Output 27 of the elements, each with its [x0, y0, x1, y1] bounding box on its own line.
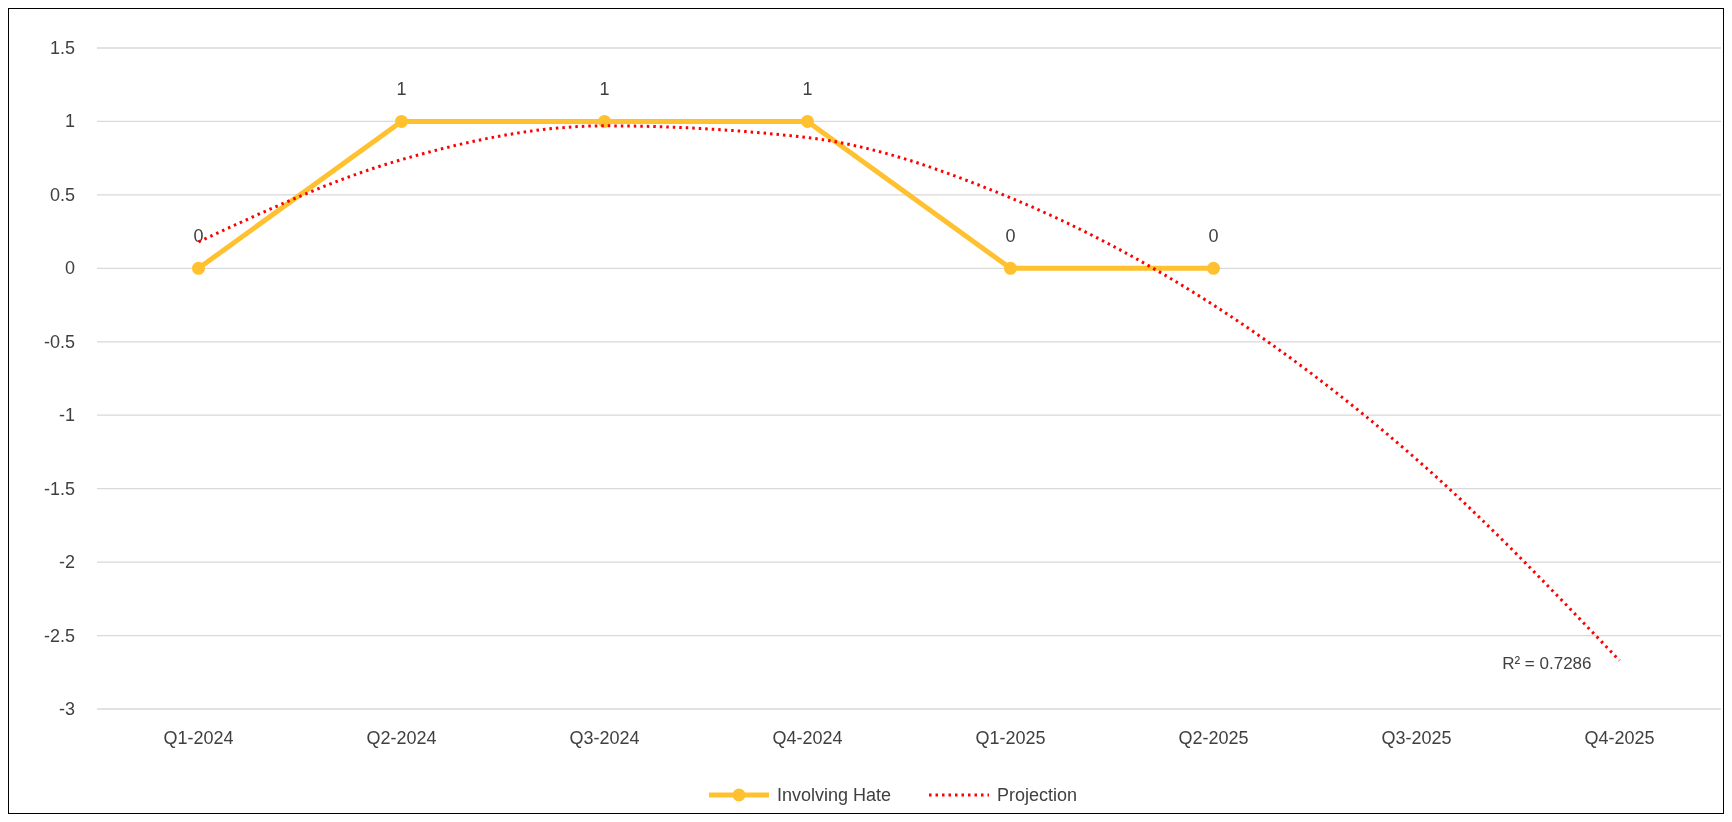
annotation: R² = 0.7286: [1502, 653, 1592, 673]
y-tick-label: -3: [58, 699, 75, 719]
x-tick-label: Q1-2025: [975, 728, 1046, 748]
legend-label: Involving Hate: [777, 785, 892, 805]
y-tick-label: -0.5: [43, 331, 75, 352]
data-label: 1: [599, 79, 610, 100]
y-tick-label: 1.5: [49, 38, 75, 58]
legend-label: Projection: [997, 785, 1078, 805]
data-label: 0: [1005, 226, 1016, 247]
y-tick-label: -1: [58, 405, 75, 426]
data-label: 0: [193, 226, 204, 247]
y-tick-label: -1.5: [43, 478, 75, 499]
data-label: 0: [1208, 226, 1219, 247]
data-label: 1: [396, 79, 407, 100]
data-label: 1: [802, 79, 813, 100]
y-tick-label: 1: [64, 111, 75, 132]
x-tick-label: Q2-2025: [1178, 728, 1249, 748]
x-tick-label: Q3-2024: [569, 728, 640, 748]
y-tick-label: 0: [64, 258, 75, 279]
x-tick-label: Q4-2025: [1584, 728, 1655, 748]
x-tick-label: Q2-2024: [366, 728, 437, 748]
x-tick-label: Q1-2024: [163, 728, 234, 748]
y-tick-label: -2: [58, 552, 75, 573]
y-tick-label: 0.5: [49, 184, 75, 205]
y-tick-label: -2.5: [43, 625, 75, 646]
x-tick-label: Q3-2025: [1381, 728, 1452, 748]
x-tick-label: Q4-2024: [772, 728, 843, 748]
